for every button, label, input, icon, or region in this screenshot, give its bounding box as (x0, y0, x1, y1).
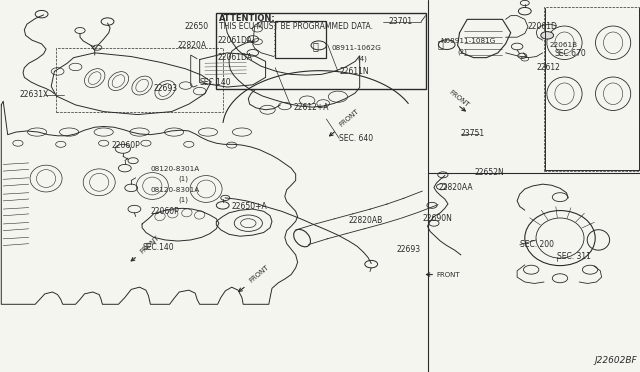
Text: (1): (1) (178, 175, 188, 182)
Text: 08120-8301A: 08120-8301A (150, 187, 200, 193)
Text: FRONT: FRONT (248, 264, 270, 284)
Text: FRONT: FRONT (448, 89, 470, 108)
Text: 08911-1062G: 08911-1062G (332, 45, 381, 51)
Text: FRONT: FRONT (140, 234, 161, 255)
Text: 22820AB: 22820AB (349, 217, 383, 225)
Text: FRONT: FRONT (338, 109, 360, 128)
Text: THIS ECU MUST BE PROGRAMMED DATA.: THIS ECU MUST BE PROGRAMMED DATA. (219, 22, 373, 31)
Text: (1): (1) (178, 197, 188, 203)
Text: SEC. 640: SEC. 640 (339, 134, 373, 143)
Text: 22612: 22612 (536, 63, 560, 72)
Text: 22652N: 22652N (475, 169, 504, 177)
Text: 08120-8301A: 08120-8301A (150, 166, 200, 171)
Text: 22650: 22650 (184, 22, 209, 31)
Text: 22611N: 22611N (339, 67, 369, 76)
Bar (56, 48, 223, 112)
Text: Ⓝ: Ⓝ (312, 41, 318, 51)
Text: ATTENTION:: ATTENTION: (219, 14, 276, 23)
Text: FRONT: FRONT (436, 272, 460, 278)
Text: SEC. 311: SEC. 311 (557, 252, 591, 261)
Text: SEC.670: SEC.670 (554, 49, 586, 58)
Text: 22061DA: 22061DA (218, 36, 253, 45)
Text: 23701: 23701 (388, 17, 413, 26)
Text: 22060P: 22060P (150, 207, 179, 216)
Text: 22820AA: 22820AA (438, 183, 473, 192)
Text: 22690N: 22690N (422, 214, 452, 223)
Circle shape (541, 32, 554, 39)
Text: 22650+A: 22650+A (232, 202, 268, 211)
Text: (2): (2) (458, 48, 467, 55)
Text: 22820A: 22820A (178, 41, 207, 50)
Text: 23751: 23751 (461, 129, 485, 138)
Text: N08911-1081G: N08911-1081G (440, 38, 496, 44)
Text: J22602BF: J22602BF (594, 356, 637, 365)
Text: SEC.140: SEC.140 (142, 243, 173, 252)
Text: 22061B: 22061B (549, 42, 577, 48)
Text: 22061DA: 22061DA (218, 53, 253, 62)
Text: SEC.140: SEC.140 (200, 78, 231, 87)
Bar (216, 13, 426, 89)
Text: 22060P: 22060P (112, 141, 141, 150)
Text: 22061D: 22061D (528, 22, 558, 31)
Text: 22612+A: 22612+A (293, 103, 328, 112)
Text: SEC. 200: SEC. 200 (520, 240, 554, 249)
Text: Ⓝ: Ⓝ (438, 40, 444, 49)
Text: 22631X: 22631X (19, 90, 49, 99)
Text: (4): (4) (357, 55, 367, 62)
Text: 22693: 22693 (397, 245, 421, 254)
Bar (275, 21, 326, 58)
Text: 22693: 22693 (154, 84, 178, 93)
Bar (544, 7, 639, 171)
